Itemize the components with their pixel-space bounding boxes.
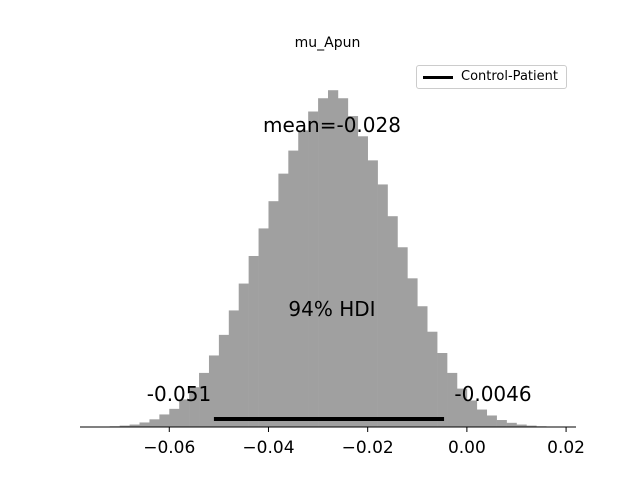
histogram-bar	[447, 372, 458, 427]
mean-label: mean=-0.028	[263, 113, 401, 137]
x-tick-label: 0.00	[448, 438, 486, 458]
x-axis-ticks: −0.06 −0.04 −0.02 0.00 0.02	[143, 427, 585, 458]
x-tick-label: −0.06	[143, 438, 195, 458]
histogram-bar	[516, 424, 527, 427]
chart-title: mu_Apun	[294, 35, 361, 51]
histogram-bar	[397, 247, 408, 427]
histogram-bar	[367, 160, 378, 427]
histogram-bar	[357, 136, 368, 427]
histogram-bar	[486, 415, 497, 427]
histogram-bar	[427, 331, 438, 427]
histogram-bar	[149, 419, 160, 427]
x-tick-label: −0.04	[242, 438, 294, 458]
hdi-low-label: -0.051	[147, 382, 211, 406]
legend-line-swatch	[423, 76, 453, 79]
histogram-bar	[258, 228, 269, 427]
histogram-bar	[248, 255, 259, 427]
histogram-bar	[288, 150, 299, 428]
histogram-bar	[328, 90, 339, 427]
histogram-bar	[347, 116, 359, 427]
histogram-bar	[318, 98, 329, 427]
histogram-bar	[437, 353, 448, 427]
histogram-bar	[308, 111, 319, 427]
legend-label-control-patient: Control-Patient	[461, 69, 558, 84]
histogram-bar	[189, 387, 200, 427]
histogram-bar	[456, 388, 468, 427]
histogram-bar	[169, 408, 180, 427]
histogram-bars	[99, 90, 557, 428]
histogram-bar	[129, 424, 140, 427]
histogram-bar	[506, 422, 517, 427]
histogram-bar	[218, 334, 230, 427]
histogram-bar	[179, 399, 190, 427]
histogram-bar	[238, 283, 249, 427]
histogram-bar	[298, 130, 309, 427]
histogram-bar	[199, 372, 210, 427]
histogram-bar	[496, 420, 507, 427]
histogram-bar	[466, 400, 478, 427]
histogram-bar	[337, 98, 349, 427]
x-tick-label: −0.02	[342, 438, 394, 458]
histogram-bar	[139, 422, 150, 427]
histogram-bar	[417, 306, 428, 427]
histogram-bar	[278, 173, 289, 427]
histogram-bar	[476, 409, 488, 427]
histogram-bar	[377, 184, 388, 427]
histogram-bar	[119, 425, 130, 427]
x-tick-label: 0.02	[547, 438, 585, 458]
hdi-probability-label: 94% HDI	[288, 297, 375, 321]
legend: Control-Patient	[416, 65, 567, 89]
histogram-bar	[268, 201, 279, 427]
histogram-bar	[208, 355, 220, 427]
histogram-bar	[407, 278, 418, 427]
histogram-bar	[228, 310, 240, 427]
histogram-bar	[526, 425, 537, 427]
histogram-bar	[387, 216, 398, 427]
histogram-bar	[159, 414, 170, 427]
hdi-high-label: -0.0046	[454, 382, 531, 406]
